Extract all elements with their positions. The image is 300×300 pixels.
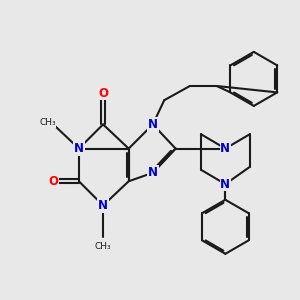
- Text: N: N: [148, 166, 158, 179]
- Text: N: N: [148, 118, 158, 131]
- Text: N: N: [74, 142, 84, 155]
- Text: O: O: [98, 87, 108, 100]
- Text: O: O: [48, 175, 58, 188]
- Text: N: N: [220, 178, 230, 190]
- Text: CH₃: CH₃: [95, 242, 111, 251]
- Text: N: N: [98, 199, 108, 212]
- Text: N: N: [220, 142, 230, 155]
- Text: CH₃: CH₃: [39, 118, 56, 127]
